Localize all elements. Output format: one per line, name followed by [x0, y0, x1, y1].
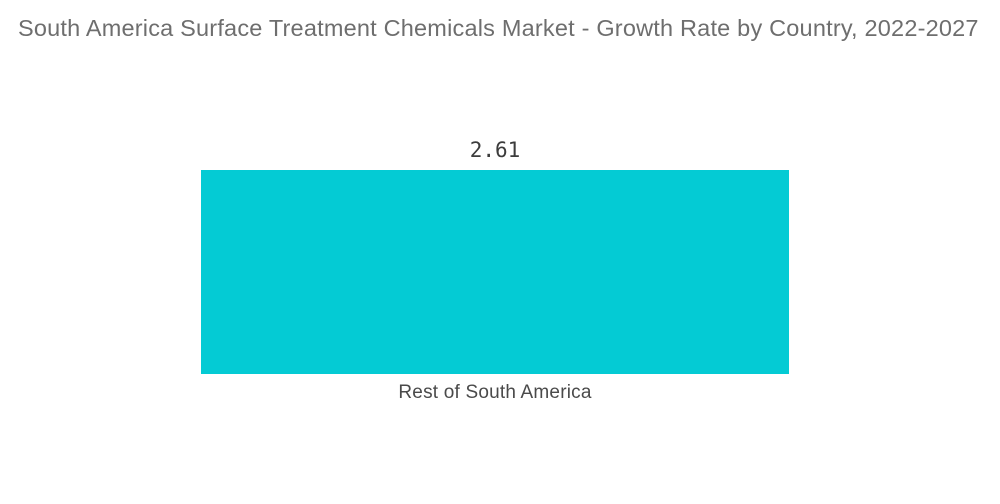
plot-area: 2.61 Rest of South America	[201, 120, 789, 420]
category-label: Rest of South America	[398, 382, 592, 403]
bar-value-label: 2.61	[469, 138, 521, 162]
bar-rest-of-south-america	[201, 170, 789, 374]
chart-title: South America Surface Treatment Chemical…	[18, 15, 979, 41]
